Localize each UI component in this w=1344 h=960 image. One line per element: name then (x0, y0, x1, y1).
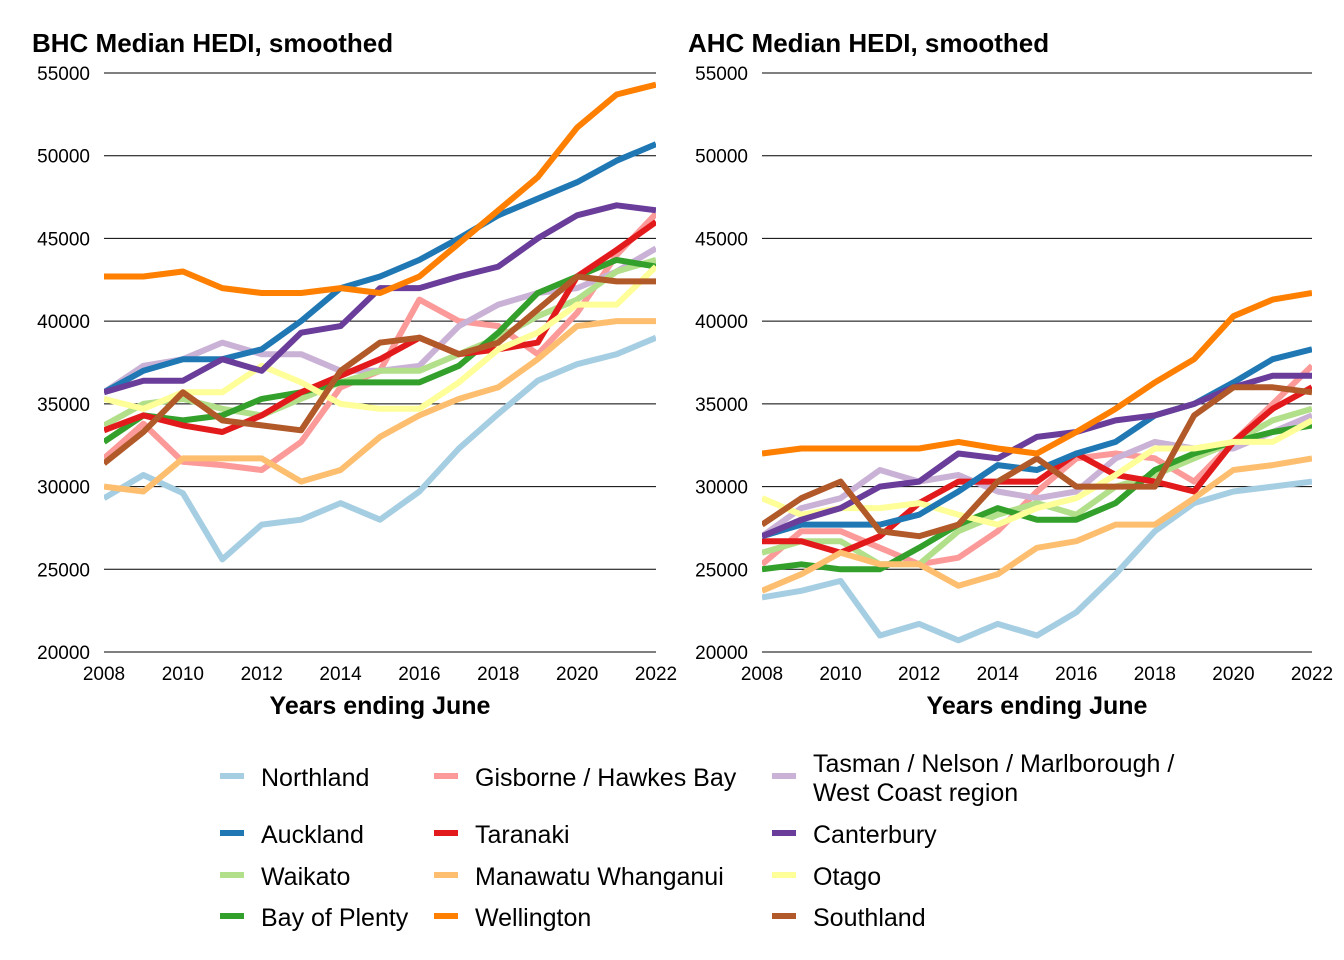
ahc-series-line-manawatu-whanganui (762, 455, 1312, 594)
legend-label-otago: Otago (813, 863, 881, 891)
legend-label-canterbury: Canterbury (813, 821, 937, 849)
ahc-panel: AHC Median HEDI, smoothed Years ending J… (688, 28, 1333, 720)
ahc-x-tick-label: 2020 (1212, 664, 1254, 685)
bhc-series-line-northland (104, 334, 656, 563)
bhc-series-line-auckland (104, 141, 656, 395)
bhc-y-tick-label: 20000 (37, 643, 90, 664)
ahc-y-tick-label: 50000 (695, 147, 748, 168)
bhc-y-tick-label: 45000 (37, 229, 90, 250)
bhc-x-tick-label: 2008 (83, 664, 125, 685)
bhc-series-line-southland (104, 273, 656, 466)
bhc-x-tick-label: 2016 (398, 664, 440, 685)
bhc-x-tick-label: 2022 (635, 664, 677, 685)
bhc-x-tick-label: 2014 (319, 664, 362, 685)
ahc-x-tick-label: 2010 (819, 664, 861, 685)
bhc-x-tick-label: 2010 (162, 664, 204, 685)
ahc-x-tick-label: 2012 (898, 664, 940, 685)
bhc-series-line-canterbury (104, 202, 656, 396)
legend-label-auckland: Auckland (261, 821, 364, 849)
ahc-x-tick-label: 2018 (1134, 664, 1176, 685)
ahc-y-tick-label: 55000 (695, 64, 748, 85)
legend-label-gisborne: Gisborne / Hawkes Bay (475, 764, 737, 792)
legend-label-wellington: Wellington (475, 904, 591, 932)
ahc-series-line-gisborne-hawkes-bay (762, 363, 1312, 568)
ahc-y-tick-label: 45000 (695, 229, 748, 250)
bhc-panel-title: BHC Median HEDI, smoothed (32, 28, 393, 58)
ahc-series-line-taranaki (762, 384, 1312, 556)
ahc-y-tick-label: 20000 (695, 643, 748, 664)
ahc-y-tick-label: 30000 (695, 478, 748, 499)
legend-label-bop: Bay of Plenty (261, 904, 409, 932)
bhc-x-axis-label: Years ending June (270, 692, 491, 720)
ahc-series-group (762, 290, 1312, 644)
chart-legend: Northland Gisborne / Hawkes Bay Tasman / N… (220, 750, 1174, 932)
ahc-series-line-auckland (762, 346, 1312, 540)
bhc-series-line-manawatu-whanganui (104, 318, 656, 495)
legend-label-taranaki: Taranaki (475, 821, 570, 849)
ahc-y-tick-label: 40000 (695, 312, 748, 333)
bhc-series-line-otago (104, 264, 656, 412)
legend-label-tasman-line2: West Coast region (813, 779, 1018, 807)
legend-label-northland: Northland (261, 764, 369, 792)
ahc-panel-title: AHC Median HEDI, smoothed (688, 28, 1049, 58)
bhc-panel: BHC Median HEDI, smoothed Years ending J… (32, 28, 677, 720)
bhc-y-tick-label: 55000 (37, 64, 90, 85)
legend-label-manawatu: Manawatu Whanganui (475, 863, 724, 891)
bhc-x-tick-label: 2018 (477, 664, 519, 685)
ahc-series-line-wellington (762, 290, 1312, 457)
ahc-series-line-southland (762, 384, 1312, 540)
bhc-y-tick-label: 25000 (37, 560, 90, 581)
bhc-series-line-bay-of-plenty (104, 256, 656, 445)
bhc-y-tick-label: 30000 (37, 478, 90, 499)
ahc-series-line-northland (762, 478, 1312, 644)
bhc-x-tick-label: 2012 (241, 664, 283, 685)
bhc-y-tick-label: 40000 (37, 312, 90, 333)
bhc-series-group (104, 81, 656, 563)
ahc-x-tick-label: 2008 (741, 664, 783, 685)
ahc-y-tick-label: 35000 (695, 395, 748, 416)
ahc-x-tick-label: 2016 (1055, 664, 1097, 685)
bhc-series-line-taranaki (104, 219, 656, 435)
legend-label-waikato: Waikato (261, 863, 350, 891)
ahc-x-axis-label: Years ending June (927, 692, 1148, 720)
ahc-y-tick-label: 25000 (695, 560, 748, 581)
ahc-x-tick-label: 2022 (1291, 664, 1333, 685)
legend-label-tasman: Tasman / Nelson / Marlborough / (813, 750, 1174, 778)
ahc-series-line-otago (762, 417, 1312, 528)
ahc-x-tick-label: 2014 (977, 664, 1020, 685)
bhc-x-tick-label: 2020 (556, 664, 598, 685)
bhc-series-line-wellington (104, 81, 656, 296)
bhc-y-tick-label: 50000 (37, 147, 90, 168)
legend-label-southland: Southland (813, 904, 926, 932)
bhc-y-tick-label: 35000 (37, 395, 90, 416)
